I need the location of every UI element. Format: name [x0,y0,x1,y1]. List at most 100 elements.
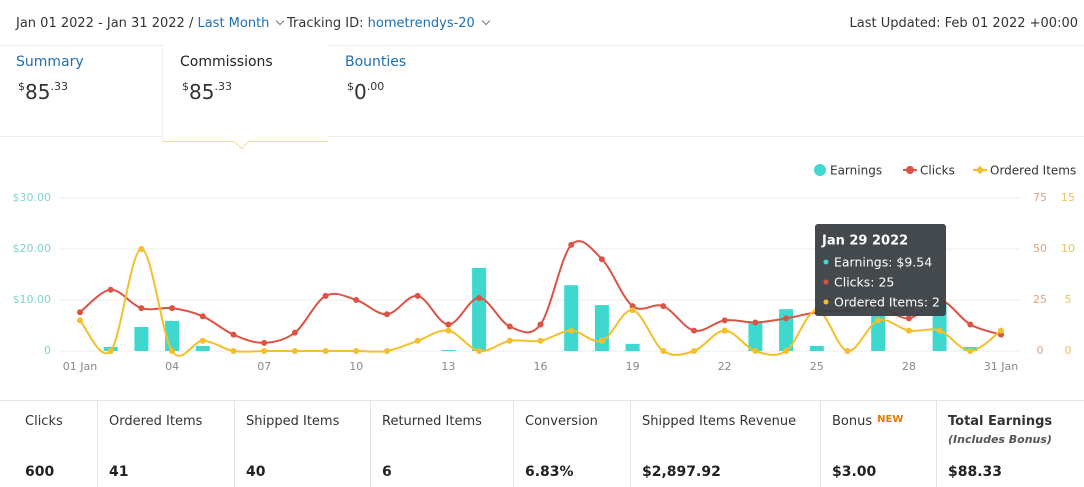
period: Last Month [197,16,270,31]
x-tick-label: 22 [718,360,732,373]
bar [594,305,609,351]
point [322,292,329,299]
point [629,307,636,314]
stat: Conversion 6.83% [513,401,630,487]
stat-label-text: Shipped Items Revenue [642,414,797,429]
point [752,348,759,354]
x-tick-label: 04 [165,360,179,373]
legend-item: Earnings [814,164,882,178]
point [476,348,483,354]
stat-label: Returned Items [382,414,482,429]
date-filter[interactable]: Jan 01 2022 - Jan 31 2022 / Last Month [16,16,289,31]
point [721,327,728,334]
tooltip-bullet [823,259,829,265]
tooltip-title: Jan 29 2022 [821,234,908,249]
stat-value: 40 [246,464,266,480]
point [967,348,974,354]
x-tick-label: 25 [810,360,824,373]
point [660,303,667,310]
point [783,348,790,354]
tracking-label: Tracking ID: [287,16,364,31]
point [660,348,667,354]
legend-label: Clicks [920,164,955,178]
stat-label: Total Earnings (Includes Bonus) [948,414,1052,446]
tracking-filter[interactable]: Tracking ID: hometrendys-20 [287,16,495,31]
x-tick-label: 31 Jan [984,360,1018,373]
stat: Shipped Items Revenue $2,897.92 [630,401,820,487]
x-tick-label: 07 [257,360,271,373]
point [353,348,360,354]
legend-marker [906,166,914,174]
bar [564,285,579,351]
point [199,313,206,320]
tooltip-line: Ordered Items: 2 [834,295,940,310]
y-tick-label: $10.00 [13,293,52,306]
legend-marker [975,165,985,175]
legend-label: Earnings [830,164,882,178]
point [598,337,605,344]
bar [748,322,763,351]
point [77,317,83,324]
stat: Clicks 600 [14,401,97,487]
legend-label: Ordered Items [990,164,1076,178]
stat: Shipped Items 40 [234,401,370,487]
point [568,327,575,334]
chart: 0 $10.00 $20.00 $30.00 0 25 50 75 0 5 10 15 01 Jan 04… [13,164,1077,374]
point [844,348,851,354]
tooltip-bullet [823,299,829,305]
x-tick-label: 13 [441,360,455,373]
last-updated: Last Updated: Feb 01 2022 +00:00 [849,16,1078,31]
stat-label-text: Bonus [832,414,873,429]
point [998,327,1004,334]
point [261,339,268,346]
stat-label-text: Total Earnings [948,414,1053,429]
point [384,348,390,354]
tooltip-line: Clicks: 25 [834,275,894,290]
y-tick-label: $20.00 [13,242,52,255]
stat: Bonus NEW $3.00 [820,401,936,487]
point [107,286,114,293]
point [199,337,206,344]
divider [0,45,1084,46]
stat-label-text: Shipped Items [246,414,340,429]
y-tick-label: 0 [44,344,51,357]
tab[interactable]: Summary $85.33 [16,50,166,120]
tab-name: Summary [16,54,84,70]
stat: Returned Items 6 [370,401,513,487]
currency: $ [18,80,25,93]
point [169,305,176,312]
tab[interactable]: Commissions $85.33 [180,50,330,120]
tooltip-bullet [823,279,829,285]
tooltip-box [815,224,946,316]
point [936,327,943,334]
point [230,331,237,338]
stat-label: Ordered Items [109,414,202,429]
point [752,319,759,326]
stat-value: $88.33 [948,464,1003,480]
point [77,309,83,316]
amount-whole: 0 [354,80,367,104]
tab[interactable]: Bounties $0.00 [345,50,495,120]
stat: Ordered Items 41 [97,401,234,487]
y3-tick-label: 15 [1061,191,1075,204]
point [414,292,421,299]
point [107,348,114,354]
currency: $ [347,80,354,93]
tab-amount: $85.33 [182,80,232,104]
stat-value: $2,897.92 [642,464,721,480]
stat-label-text: Returned Items [382,414,482,429]
point [568,241,575,248]
legend-item: Clicks [903,164,955,178]
point [476,294,483,301]
point [138,246,145,252]
point [598,256,605,263]
y3-tick-label: 0 [1065,344,1072,357]
tab-amount: $85.33 [18,80,68,104]
active-tab [162,45,328,142]
point [291,348,298,354]
stat-value: 6.83% [525,464,574,480]
stat: Total Earnings (Includes Bonus) $88.33 [936,401,1084,487]
y2-tick-label: 50 [1033,242,1047,255]
bar [472,267,487,351]
stat-label: Shipped Items [246,414,339,429]
